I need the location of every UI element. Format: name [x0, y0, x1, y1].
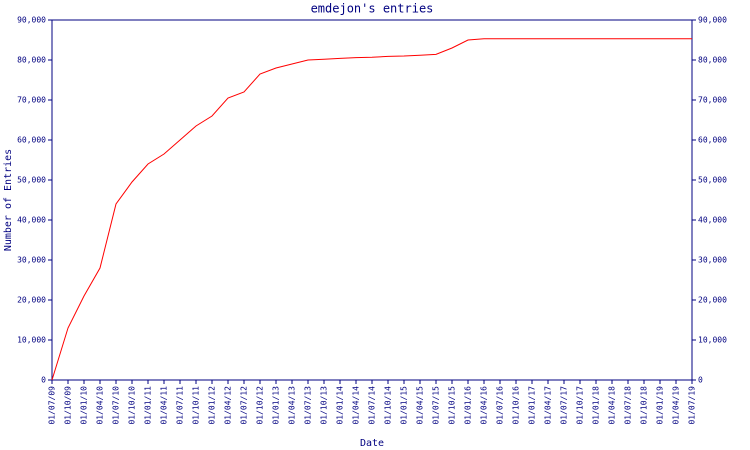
- x-tick-label: 01/07/17: [560, 386, 569, 425]
- x-tick-label: 01/01/14: [336, 386, 345, 425]
- x-tick-label: 01/01/13: [272, 386, 281, 425]
- y-tick-label: 50,000: [17, 176, 46, 185]
- y2-tick-label: 90,000: [698, 16, 727, 25]
- y-tick-label: 70,000: [17, 96, 46, 105]
- x-tick-label: 01/10/14: [384, 386, 393, 425]
- x-tick-label: 01/01/18: [592, 386, 601, 425]
- chart-title: emdejon's entries: [311, 2, 434, 16]
- plot-frame: [51, 19, 693, 381]
- x-axis-label: Date: [360, 438, 384, 449]
- x-tick-label: 01/04/18: [608, 386, 617, 425]
- y-tick-label: 40,000: [17, 216, 46, 225]
- x-tick-label: 01/04/19: [672, 386, 681, 425]
- y2-tick-label: 30,000: [698, 256, 727, 265]
- x-tick-label: 01/07/12: [240, 386, 249, 425]
- x-tick-label: 01/07/18: [624, 386, 633, 425]
- y2-tick-label: 50,000: [698, 176, 727, 185]
- x-tick-label: 01/04/15: [416, 386, 425, 425]
- y-tick-label: 60,000: [17, 136, 46, 145]
- x-tick-label: 01/01/10: [80, 386, 89, 425]
- y-axis-label: Number of Entries: [3, 149, 14, 251]
- x-tick-label: 01/07/14: [368, 386, 377, 425]
- x-tick-label: 01/04/14: [352, 386, 361, 425]
- y-tick-label: 20,000: [17, 296, 46, 305]
- y2-tick-label: 0: [698, 376, 703, 385]
- y2-tick-label: 20,000: [698, 296, 727, 305]
- x-tick-label: 01/10/10: [128, 386, 137, 425]
- x-tick-label: 01/04/10: [96, 386, 105, 425]
- x-tick-label: 01/07/15: [432, 386, 441, 425]
- x-tick-label: 01/10/18: [640, 386, 649, 425]
- x-tick-label: 01/01/15: [400, 386, 409, 425]
- y2-tick-label: 80,000: [698, 56, 727, 65]
- x-tick-label: 01/10/12: [256, 386, 265, 425]
- x-tick-label: 01/01/17: [528, 386, 537, 425]
- x-tick-label: 01/04/12: [224, 386, 233, 425]
- x-tick-label: 01/04/16: [480, 386, 489, 425]
- y-tick-label: 90,000: [17, 16, 46, 25]
- x-tick-label: 01/07/09: [48, 386, 57, 425]
- x-tick-label: 01/07/10: [112, 386, 121, 425]
- y2-tick-label: 40,000: [698, 216, 727, 225]
- x-tick-label: 01/04/17: [544, 386, 553, 425]
- x-tick-label: 01/07/19: [688, 386, 697, 425]
- x-tick-label: 01/10/17: [576, 386, 585, 425]
- x-tick-label: 01/10/13: [320, 386, 329, 425]
- x-tick-label: 01/10/11: [192, 386, 201, 425]
- x-tick-label: 01/07/13: [304, 386, 313, 425]
- x-tick-label: 01/10/16: [512, 386, 521, 425]
- x-tick-label: 01/01/11: [144, 386, 153, 425]
- x-tick-label: 01/01/19: [656, 386, 665, 425]
- x-tick-label: 01/07/16: [496, 386, 505, 425]
- x-tick-label: 01/10/09: [64, 386, 73, 425]
- data-line: [51, 38, 692, 381]
- x-tick-label: 01/01/12: [208, 386, 217, 425]
- y-tick-label: 0: [41, 376, 46, 385]
- y2-tick-label: 70,000: [698, 96, 727, 105]
- x-tick-label: 01/10/15: [448, 386, 457, 425]
- y2-tick-label: 10,000: [698, 336, 727, 345]
- y-tick-label: 30,000: [17, 256, 46, 265]
- y2-tick-label: 60,000: [698, 136, 727, 145]
- x-tick-label: 01/04/11: [160, 386, 169, 425]
- x-tick-label: 01/01/16: [464, 386, 473, 425]
- x-tick-label: 01/04/13: [288, 386, 297, 425]
- y-tick-label: 80,000: [17, 56, 46, 65]
- y-tick-label: 10,000: [17, 336, 46, 345]
- x-tick-label: 01/07/11: [176, 386, 185, 425]
